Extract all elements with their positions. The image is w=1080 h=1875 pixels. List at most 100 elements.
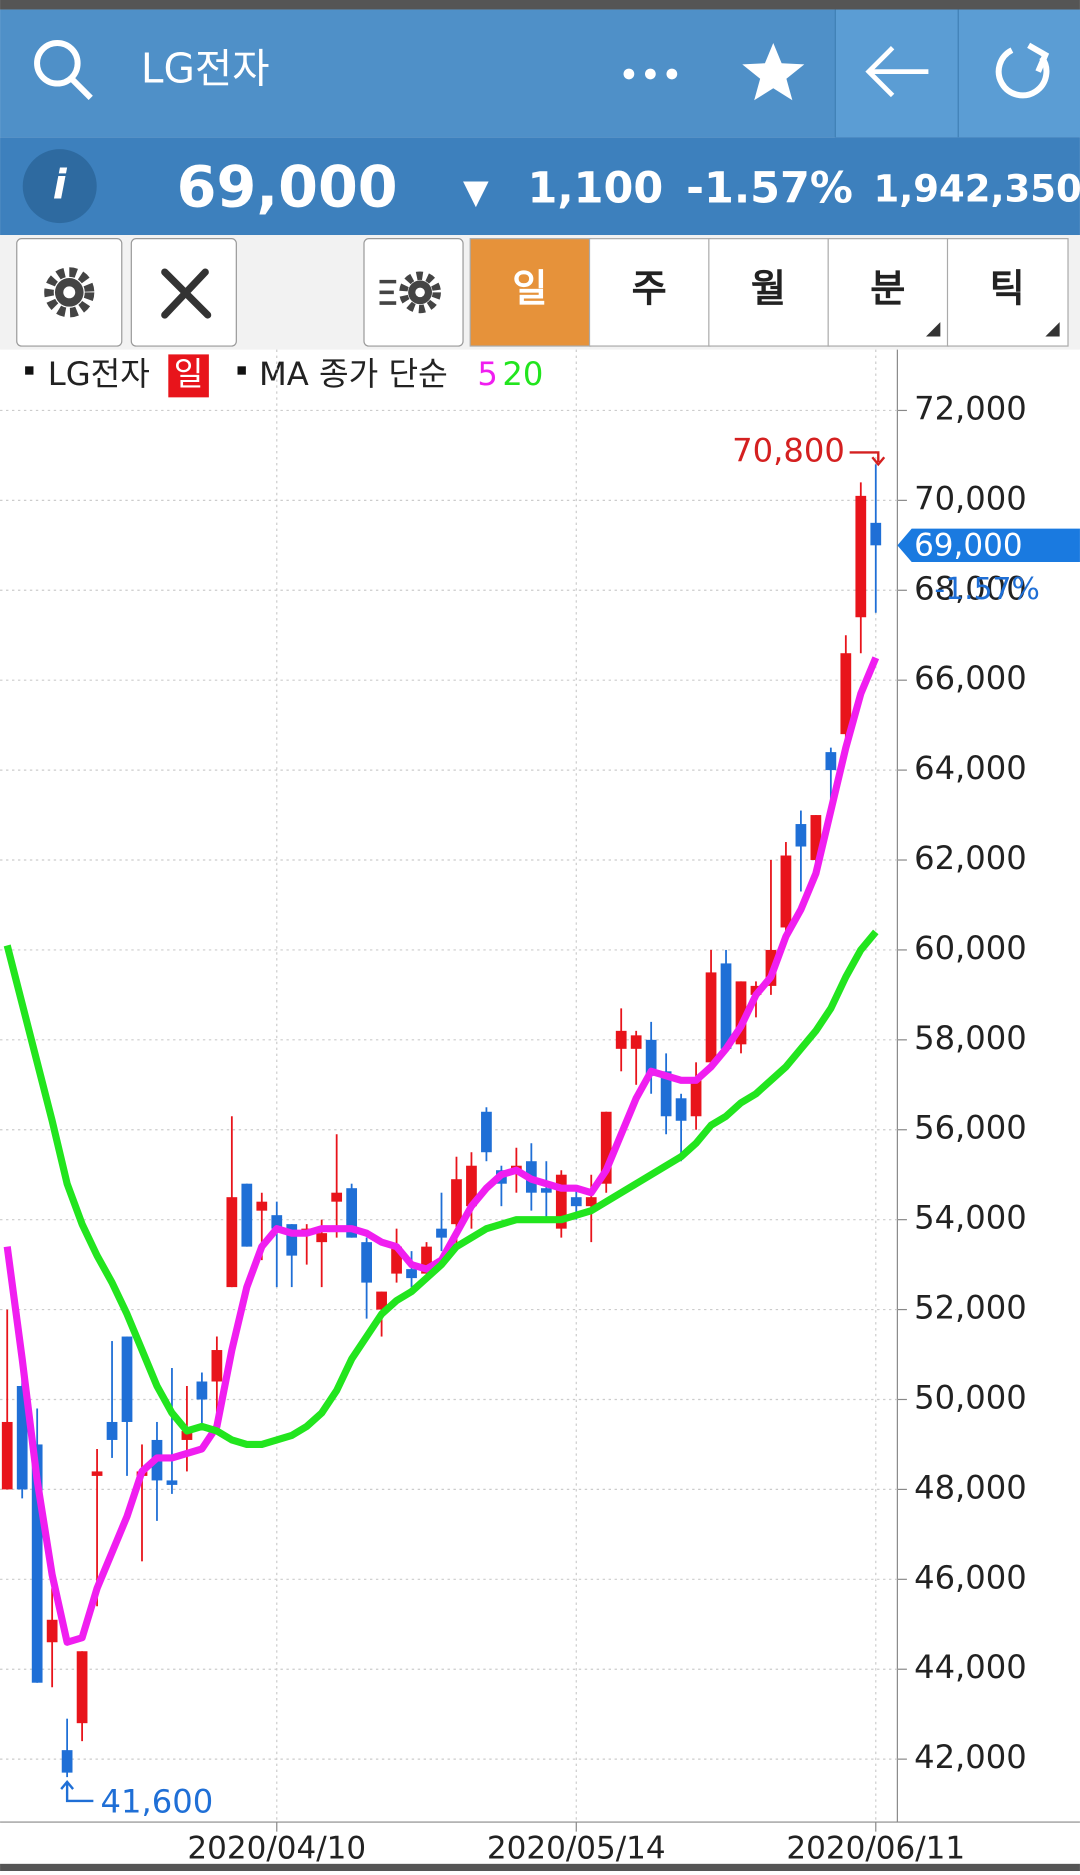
candle-body bbox=[256, 1201, 268, 1211]
candle-body bbox=[840, 653, 852, 735]
candle-body bbox=[540, 1188, 552, 1193]
more-icon[interactable] bbox=[623, 68, 678, 80]
moving-average bbox=[3, 929, 879, 1449]
period-tab[interactable] bbox=[469, 238, 592, 347]
y-tick-label: 52,000 bbox=[914, 1289, 1027, 1327]
candle-body bbox=[555, 1174, 567, 1229]
period-tab-label: 월 bbox=[751, 268, 786, 312]
star-icon[interactable] bbox=[742, 42, 805, 101]
candle-body bbox=[46, 1619, 58, 1643]
volume: 1,942,350 bbox=[874, 167, 1080, 210]
candle-body bbox=[1, 1421, 13, 1490]
last-change-label: -1.57% bbox=[934, 572, 1040, 607]
y-tick-label: 64,000 bbox=[914, 749, 1027, 787]
candle-body bbox=[720, 963, 732, 1049]
candle-body bbox=[271, 1215, 283, 1229]
y-tick-label: 56,000 bbox=[914, 1109, 1027, 1147]
x-tick-label: 2020/04/10 bbox=[187, 1831, 366, 1867]
price-bar bbox=[0, 137, 1080, 236]
back-icon[interactable] bbox=[865, 46, 929, 98]
refresh-icon[interactable] bbox=[995, 42, 1050, 99]
candle-body bbox=[481, 1111, 492, 1153]
price: 69,000 bbox=[177, 154, 398, 221]
x-tick-label: 2020/05/14 bbox=[487, 1831, 666, 1867]
candle-body bbox=[570, 1197, 582, 1207]
candle-body bbox=[585, 1197, 597, 1207]
candle-body bbox=[645, 1039, 657, 1076]
min-label: 41,600 bbox=[101, 1782, 214, 1820]
candle-body bbox=[705, 972, 717, 1063]
change: 1,100 bbox=[527, 163, 663, 213]
last-price-tag bbox=[897, 528, 1080, 563]
candle-body bbox=[31, 1444, 43, 1683]
candle-body bbox=[391, 1246, 402, 1274]
candle-body bbox=[735, 981, 747, 1045]
y-tick-label: 54,000 bbox=[914, 1199, 1027, 1237]
candle-body bbox=[76, 1651, 88, 1724]
max-label: 70,800 bbox=[732, 431, 845, 469]
y-tick-label: 42,000 bbox=[914, 1738, 1027, 1776]
y-tick-label: 72,000 bbox=[914, 389, 1027, 427]
candle-body bbox=[106, 1421, 118, 1440]
candle-body bbox=[675, 1098, 687, 1121]
legend-ma: MA 종가 단순 bbox=[259, 355, 448, 393]
tab-corner bbox=[926, 322, 941, 337]
info-button[interactable] bbox=[22, 149, 97, 224]
legend-bullet bbox=[25, 366, 34, 375]
candle-body bbox=[61, 1750, 73, 1773]
candle-body bbox=[780, 855, 792, 928]
min-arrow bbox=[60, 1780, 94, 1803]
y-tick-label: 50,000 bbox=[914, 1378, 1027, 1416]
candle-body bbox=[16, 1386, 28, 1490]
change-rate: -1.57% bbox=[686, 163, 853, 213]
period-tab-label: 일 bbox=[512, 268, 547, 312]
moving-average bbox=[3, 656, 880, 1646]
status-strip bbox=[0, 0, 1080, 10]
period-tab[interactable] bbox=[588, 238, 711, 347]
last-price-label: 69,000 bbox=[914, 528, 1023, 564]
period-tab[interactable] bbox=[827, 238, 950, 347]
candle-body bbox=[660, 1071, 672, 1117]
candle-body bbox=[406, 1269, 417, 1279]
indicator-icon bbox=[379, 271, 441, 314]
period-tab[interactable] bbox=[946, 238, 1069, 347]
period-tab-label: 틱 bbox=[990, 268, 1025, 312]
candle-body bbox=[810, 815, 822, 861]
candle-body bbox=[286, 1224, 298, 1256]
x-tick-label: 2020/06/11 bbox=[786, 1831, 965, 1867]
period-tab-label: 분 bbox=[870, 268, 905, 312]
legend-symbol: LG전자 bbox=[48, 355, 150, 393]
legend-bullet bbox=[237, 366, 246, 375]
bottom-strip bbox=[0, 1863, 1080, 1871]
y-tick-label: 68,000 bbox=[914, 569, 1027, 607]
candle-body bbox=[241, 1183, 253, 1247]
candle-body bbox=[630, 1035, 642, 1049]
y-tick-label: 66,000 bbox=[914, 659, 1027, 697]
candle-body bbox=[91, 1471, 103, 1476]
info-icon: i bbox=[53, 160, 68, 208]
period-tab-label: 주 bbox=[632, 268, 667, 312]
candle-body bbox=[226, 1197, 238, 1288]
y-tick-label: 70,000 bbox=[914, 479, 1027, 517]
search-icon[interactable] bbox=[34, 39, 93, 100]
y-tick-label: 62,000 bbox=[914, 839, 1027, 877]
candle-body bbox=[121, 1336, 133, 1422]
y-tick-label: 44,000 bbox=[914, 1648, 1027, 1686]
legend-period: 일 bbox=[174, 355, 204, 393]
y-tick-label: 46,000 bbox=[914, 1558, 1027, 1596]
candle-body bbox=[825, 752, 837, 771]
candle-body bbox=[600, 1111, 612, 1184]
candle-body bbox=[451, 1179, 462, 1225]
candle-body bbox=[421, 1246, 432, 1274]
legend-ma-name: 5 bbox=[477, 355, 498, 393]
candle-body bbox=[346, 1188, 358, 1238]
candle-body bbox=[211, 1350, 223, 1382]
candle-body bbox=[870, 522, 882, 546]
candle-body bbox=[466, 1165, 477, 1207]
period-tab[interactable] bbox=[708, 238, 830, 347]
candle-body bbox=[436, 1228, 447, 1238]
candle-body bbox=[166, 1480, 178, 1485]
candle-body bbox=[376, 1291, 387, 1310]
